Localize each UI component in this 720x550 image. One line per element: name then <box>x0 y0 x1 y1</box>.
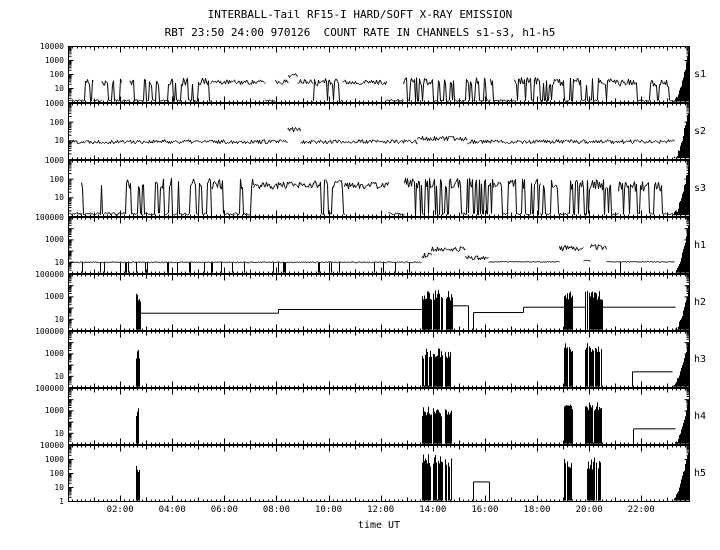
y-tick-label: 100000 <box>35 213 64 222</box>
y-tick-label: 10 <box>54 371 64 381</box>
x-tick-label: 12:00 <box>367 505 395 515</box>
chart-title: INTERBALL-Tail RF15-I HARD/SOFT X-RAY EM… <box>207 8 513 21</box>
y-tick-label: 1 <box>59 497 64 506</box>
x-tick-label: 08:00 <box>262 505 290 515</box>
y-tick-label: 100 <box>49 70 64 79</box>
y-tick-label: 100000 <box>35 384 64 393</box>
panel-s1 <box>68 46 690 103</box>
y-tick-label: 10 <box>54 193 64 203</box>
y-tick-label: 100000 <box>35 270 64 279</box>
channel-label: s2 <box>694 125 707 137</box>
channel-label: h4 <box>694 410 707 422</box>
panel-h2 <box>68 274 690 331</box>
y-tick-label: 100 <box>49 469 64 478</box>
y-tick-label: 1000 <box>44 156 64 165</box>
y-tick-label: 100 <box>49 174 64 184</box>
x-tick-label: 22:00 <box>627 505 655 515</box>
y-tick-label: 1000 <box>44 292 64 302</box>
x-tick-label: 10:00 <box>315 505 343 515</box>
x-tick-label: 14:00 <box>419 505 447 515</box>
channel-label: s1 <box>694 68 707 80</box>
channel-label: s3 <box>694 182 707 194</box>
y-tick-label: 1000 <box>44 406 64 416</box>
x-tick-label: 02:00 <box>106 505 134 515</box>
panel-h1 <box>68 217 690 274</box>
y-tick-label: 1000 <box>44 235 64 245</box>
channel-label: h5 <box>694 467 707 479</box>
x-tick-label: 06:00 <box>210 505 238 515</box>
channel-label: h3 <box>694 353 707 365</box>
y-tick-label: 100000 <box>35 327 64 336</box>
y-tick-label: 10000 <box>39 42 64 51</box>
y-tick-label: 10 <box>54 428 64 438</box>
x-tick-label: 16:00 <box>471 505 499 515</box>
panel-s3 <box>68 160 690 217</box>
panel-h3 <box>68 331 690 388</box>
y-tick-label: 10000 <box>39 441 64 450</box>
y-tick-label: 10 <box>54 257 64 267</box>
y-tick-label: 1000 <box>44 349 64 359</box>
chart-subtitle: RBT 23:50 24:00 970126 COUNT RATE IN CHA… <box>164 26 556 39</box>
y-tick-label: 10 <box>54 136 64 146</box>
panel-h4 <box>68 388 690 445</box>
panel-s2 <box>68 103 690 160</box>
y-tick-label: 1000 <box>44 455 64 464</box>
y-tick-label: 1000 <box>44 56 64 65</box>
x-axis-title: time UT <box>357 520 401 531</box>
x-tick-label: 18:00 <box>523 505 551 515</box>
y-tick-label: 10 <box>54 84 64 93</box>
x-tick-label: 20:00 <box>575 505 603 515</box>
y-tick-label: 1000 <box>44 99 64 108</box>
panel-h5 <box>68 445 690 502</box>
y-tick-label: 10 <box>54 483 64 492</box>
channel-label: h1 <box>694 239 707 251</box>
y-tick-label: 10 <box>54 314 64 324</box>
channel-label: h2 <box>694 296 707 308</box>
y-tick-label: 100 <box>49 117 64 127</box>
x-tick-label: 04:00 <box>158 505 186 515</box>
